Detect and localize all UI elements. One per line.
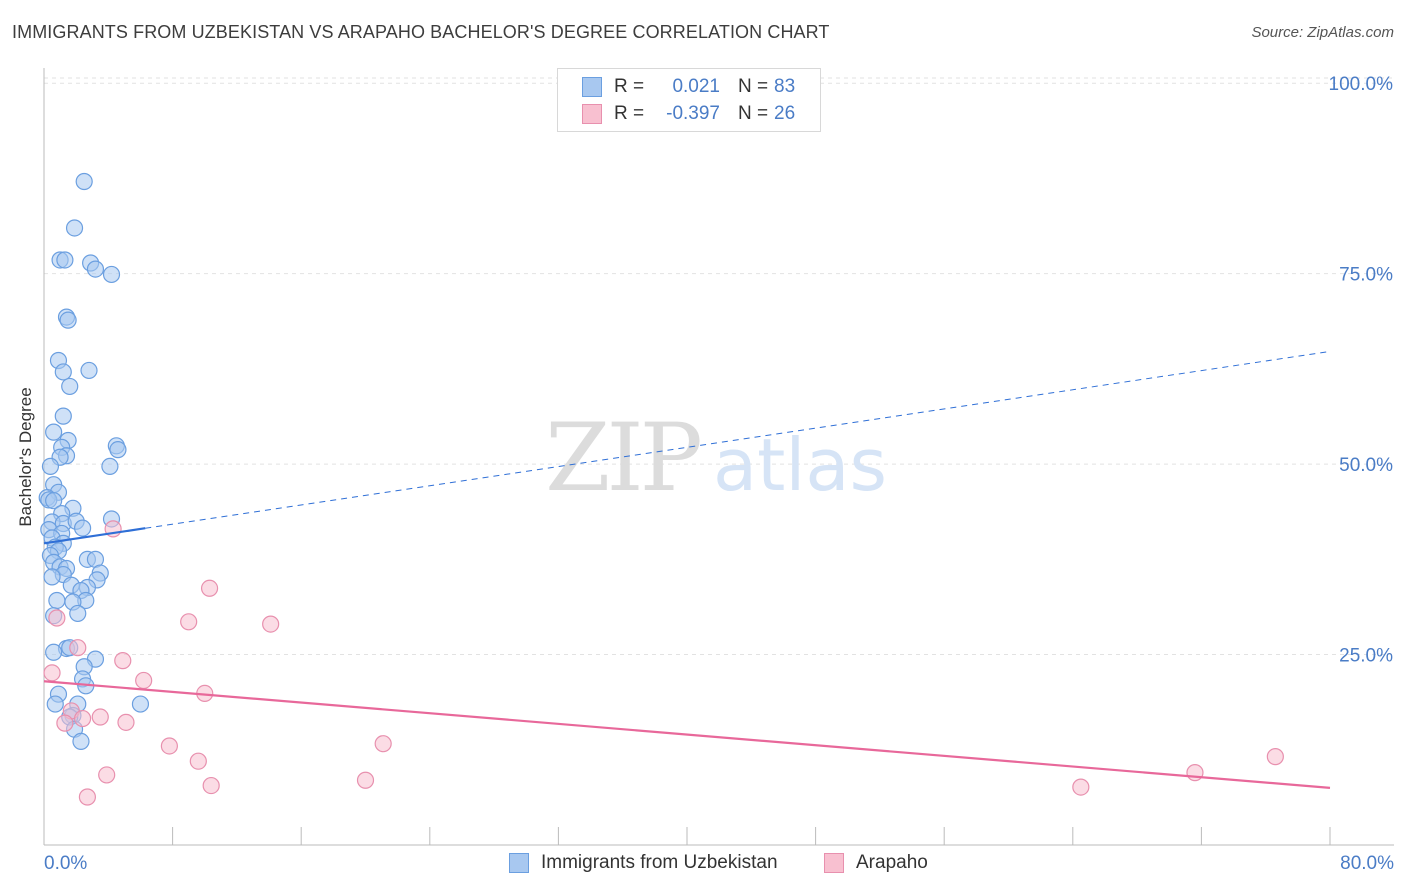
x-tick-label-max: 80.0% — [1340, 853, 1394, 874]
series-legend-arapaho[interactable]: Arapaho — [824, 852, 928, 874]
point-uzbekistan — [45, 423, 63, 441]
legend-n-label: N = — [738, 103, 769, 124]
point-uzbekistan — [41, 457, 60, 476]
trend-line-solid — [43, 527, 146, 545]
legend-swatch-blue — [582, 77, 602, 97]
point-uzbekistan — [56, 251, 74, 269]
point-uzbekistan — [131, 695, 150, 713]
y-tick-label: 100.0% — [1329, 74, 1394, 95]
point-arapaho — [202, 776, 220, 795]
point-arapaho — [200, 579, 219, 597]
point-uzbekistan — [75, 172, 93, 191]
point-arapaho — [160, 737, 178, 755]
y-axis-label: Bachelor's Degree — [16, 387, 35, 527]
point-uzbekistan — [61, 377, 79, 396]
trend-line-dashed — [145, 350, 1331, 529]
legend-r-label: R = — [614, 103, 645, 124]
point-arapaho — [356, 771, 375, 789]
legend-r-value: -0.397 — [666, 103, 720, 124]
point-uzbekistan — [102, 265, 121, 284]
source-label: Source: ZipAtlas.com — [1251, 24, 1394, 41]
watermark-zip: ZIP — [545, 404, 699, 513]
correlation-legend: R = 0.021 N = 83 R = -0.397 N = 26 — [557, 68, 821, 132]
point-uzbekistan — [54, 407, 72, 425]
point-uzbekistan — [73, 519, 92, 537]
point-arapaho — [180, 613, 198, 631]
legend-n-value: 26 — [774, 103, 796, 124]
series-swatch-blue — [509, 853, 529, 873]
legend-r-label: R = — [614, 76, 645, 97]
axis-layer — [43, 68, 1394, 846]
point-arapaho — [73, 709, 92, 728]
point-uzbekistan — [54, 363, 72, 381]
point-uzbekistan — [69, 604, 87, 623]
grid-layer — [44, 77, 1394, 656]
legend-n-value: 83 — [774, 76, 796, 97]
point-uzbekistan — [45, 643, 63, 661]
legend-row-uzbekistan: R = 0.021 N = 83 — [582, 74, 795, 100]
point-arapaho — [374, 735, 392, 753]
point-arapaho — [1072, 778, 1090, 796]
legend-r-value: 0.021 — [672, 76, 720, 97]
point-arapaho — [1266, 748, 1284, 766]
point-arapaho — [43, 664, 61, 682]
point-uzbekistan — [43, 568, 61, 586]
point-arapaho — [189, 752, 207, 770]
y-tick-label: 25.0% — [1339, 646, 1393, 667]
point-arapaho — [69, 639, 87, 657]
point-uzbekistan — [109, 441, 127, 459]
points-layer — [38, 172, 1284, 806]
legend-swatch-pink — [582, 104, 602, 124]
point-uzbekistan — [80, 361, 98, 380]
point-arapaho — [135, 671, 153, 690]
chart-title: IMMIGRANTS FROM UZBEKISTAN VS ARAPAHO BA… — [12, 22, 830, 42]
point-uzbekistan — [59, 311, 77, 329]
legend-n-label: N = — [738, 76, 769, 97]
trend-layer — [43, 350, 1331, 789]
watermark-atlas: atlas — [713, 423, 887, 507]
series-legend-label: Arapaho — [856, 852, 928, 873]
watermark: ZIP atlas — [545, 404, 887, 513]
point-arapaho — [98, 766, 116, 784]
point-arapaho — [56, 714, 74, 732]
point-arapaho — [48, 609, 66, 627]
point-uzbekistan — [65, 219, 84, 237]
point-arapaho — [78, 788, 97, 806]
series-swatch-pink — [824, 853, 844, 873]
point-uzbekistan — [48, 591, 66, 610]
y-tick-label: 50.0% — [1339, 455, 1393, 476]
series-legend-label: Immigrants from Uzbekistan — [541, 852, 778, 873]
point-arapaho — [117, 713, 135, 731]
series-legend: Immigrants from Uzbekistan Arapaho — [0, 852, 1406, 878]
point-uzbekistan — [86, 260, 105, 278]
point-uzbekistan — [101, 457, 119, 476]
point-arapaho — [114, 652, 132, 670]
point-arapaho — [91, 708, 109, 726]
y-tick-label: 75.0% — [1339, 265, 1393, 286]
legend-row-arapaho: R = -0.397 N = 26 — [582, 101, 795, 127]
point-uzbekistan — [46, 695, 64, 713]
point-uzbekistan — [45, 492, 63, 510]
trend-line-solid — [43, 680, 1331, 789]
point-arapaho — [262, 615, 280, 633]
point-uzbekistan — [72, 732, 90, 751]
series-legend-uzbekistan[interactable]: Immigrants from Uzbekistan — [509, 852, 778, 874]
x-tick-label-min: 0.0% — [44, 853, 88, 874]
tick-label-layer: 25.0% 50.0% 75.0% 100.0% — [1329, 74, 1394, 666]
